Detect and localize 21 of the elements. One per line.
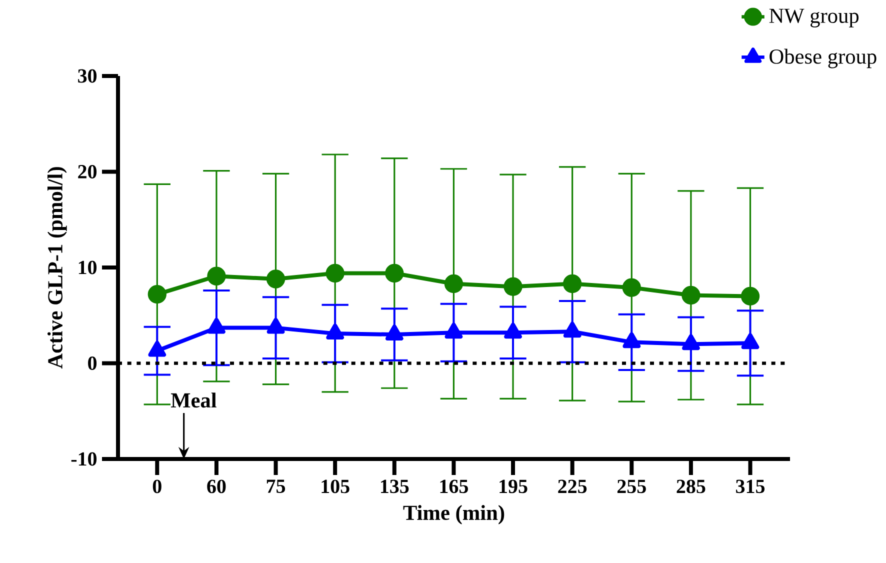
x-tick-label: 285 — [676, 480, 706, 494]
x-tick-label: 75 — [266, 480, 286, 493]
x-tick-label: 165 — [440, 480, 468, 494]
y-tick-label: -10 — [71, 452, 97, 466]
legend-label: Obese group — [770, 48, 876, 68]
y-tick-label: 20 — [78, 164, 97, 178]
x-tick-label: 255 — [617, 480, 646, 494]
y-tick-label: 30 — [78, 69, 97, 83]
y-tick-label: 0 — [88, 356, 97, 370]
x-tick-label: 105 — [322, 480, 350, 494]
y-axis-title: Active GLP-1 (pmol/l) — [47, 167, 67, 369]
x-tick-label: 135 — [381, 480, 409, 494]
y-tick-label: 10 — [78, 260, 97, 274]
x-tick-label: 60 — [207, 480, 226, 494]
x-tick-label: 315 — [736, 480, 765, 494]
legend-label: NW group — [769, 8, 859, 28]
annotation: Meal — [170, 392, 216, 408]
x-tick-label: 0 — [152, 480, 162, 494]
x-tick-label: 225 — [558, 480, 587, 494]
x-axis-title: Time (min) — [403, 505, 504, 524]
x-tick-label: 195 — [500, 480, 528, 494]
